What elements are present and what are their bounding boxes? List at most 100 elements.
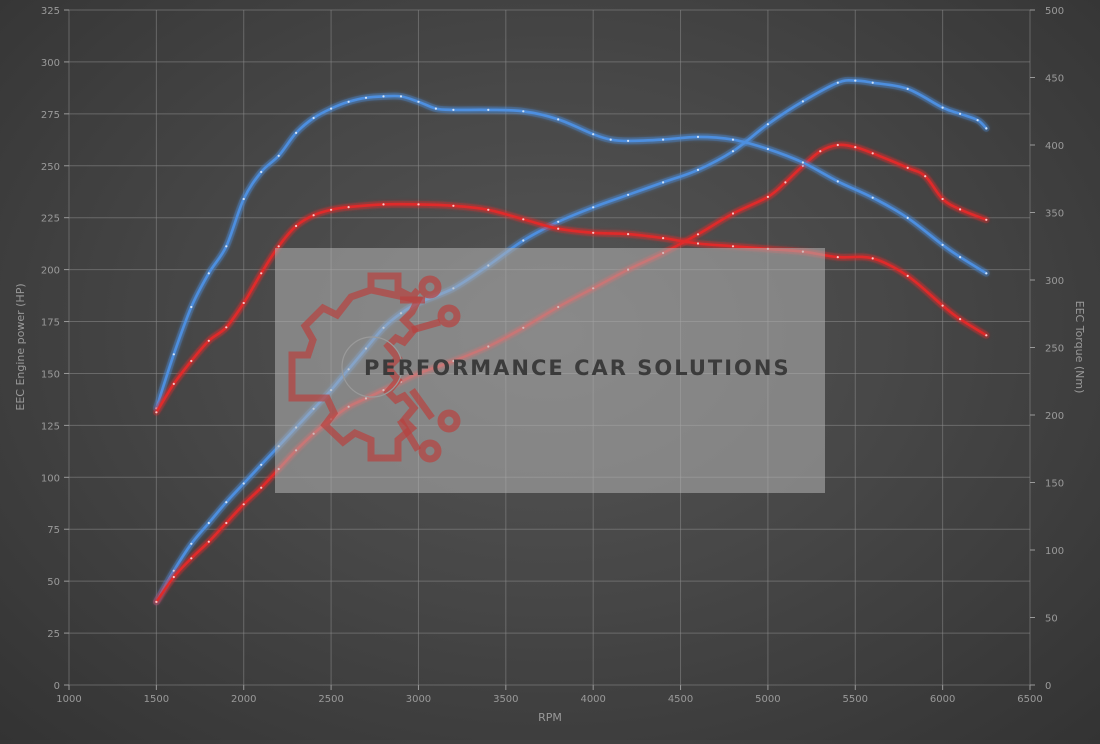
x-tick-label-5: 3500	[493, 694, 518, 705]
series-2-point-20	[557, 118, 560, 121]
series-2-point-21	[592, 133, 595, 136]
series-2-point-29	[836, 180, 839, 183]
y-left-tick-label-1: 25	[47, 629, 60, 640]
series-3-point-18	[592, 231, 595, 234]
series-0-point-31	[941, 106, 944, 109]
series-0-point-21	[627, 193, 630, 196]
y-left-tick-label-13: 325	[41, 6, 60, 17]
series-2-point-14	[399, 95, 403, 98]
series-2-point-30	[871, 196, 874, 199]
x-tick-label-6: 4000	[580, 694, 605, 705]
series-2-point-26	[731, 138, 735, 141]
x-axis-ticks: 1000 1500 2000 2500 3000 3500 4000 4500 5000 5500…	[56, 694, 1042, 705]
y-left-axis-ticks: 0 25 50 75 100 125 150 175 200 225 250 275 300 325	[41, 6, 60, 692]
series-3-point-7	[277, 245, 280, 248]
series-3-point-19	[627, 233, 630, 236]
series-3-point-12	[382, 203, 385, 206]
series-2-point-2	[190, 305, 193, 309]
series-3-point-20	[662, 237, 665, 240]
series-3-point-1	[172, 382, 175, 385]
series-1-point-28	[819, 150, 822, 153]
series-3-point-29	[959, 318, 962, 321]
y-left-tick-label-5: 125	[41, 421, 60, 432]
y-left-tick-label-2: 50	[47, 577, 60, 588]
series-0-point-4	[225, 501, 228, 504]
series-0-point-28	[854, 79, 857, 82]
series-3-point-30	[985, 334, 988, 337]
series-3-point-25	[836, 256, 839, 259]
series-3-point-27	[906, 274, 909, 277]
x-tick-label-0: 1000	[56, 694, 81, 705]
series-2-point-13	[382, 95, 385, 98]
series-3-point-8	[295, 224, 298, 228]
series-3-point-22	[731, 245, 735, 248]
series-0-point-22	[662, 181, 665, 184]
series-0-point-34	[985, 127, 988, 130]
watermark-ring	[341, 336, 403, 398]
series-0-point-24	[731, 150, 735, 153]
x-tick-label-9: 5500	[843, 694, 868, 705]
watermark: PERFORMANCE CAR SOLUTIONS	[275, 248, 825, 493]
series-2-point-28	[801, 161, 805, 164]
series-0-point-1	[172, 569, 175, 572]
series-2-point-9	[312, 116, 315, 120]
series-0-point-23	[696, 168, 700, 171]
y-right-tick-label-10: 500	[1045, 6, 1064, 17]
x-tick-label-1: 1500	[144, 694, 169, 705]
series-2-point-25	[696, 135, 700, 138]
x-tick-label-3: 2500	[318, 694, 343, 705]
series-2-point-0	[155, 407, 158, 410]
series-2-point-31	[906, 216, 909, 219]
series-3-point-2	[190, 359, 193, 363]
series-1-point-4	[225, 521, 228, 525]
y-right-axis-title: EEC Torque (Nm)	[1073, 301, 1086, 394]
series-3-point-21	[696, 242, 700, 245]
series-3-point-9	[312, 214, 315, 217]
y-left-axis-title: EEC Engine power (HP)	[14, 283, 27, 410]
series-lines	[152, 76, 990, 606]
series-0-point-32	[959, 112, 962, 115]
y-right-tick-label-8: 400	[1045, 141, 1064, 152]
y-right-tick-label-3: 150	[1045, 479, 1064, 490]
y-left-tick-label-11: 275	[41, 110, 60, 121]
y-left-tick-label-3: 75	[47, 525, 60, 536]
series-1-point-24	[731, 212, 735, 215]
y-right-tick-label-9: 450	[1045, 74, 1064, 85]
series-3-point-14	[452, 204, 455, 207]
series-2-point-11	[347, 100, 350, 103]
series-0-point-5	[242, 482, 245, 485]
y-right-tick-label-0: 0	[1045, 681, 1051, 692]
x-axis-title: RPM	[538, 711, 562, 724]
series-2-point-17	[452, 108, 455, 111]
y-right-tick-label-6: 300	[1045, 276, 1064, 287]
series-3-point-13	[417, 203, 420, 206]
series-2-point-34	[985, 272, 988, 275]
x-tick-label-8: 5000	[755, 694, 780, 705]
series-1-point-26	[784, 181, 787, 184]
series-3-point-4	[225, 326, 228, 329]
y-right-axis-ticks: 0 50 100 150 200 250 300 350 400 450 500	[1045, 6, 1064, 692]
series-3-point-0	[155, 411, 158, 414]
series-3-point-16	[522, 218, 525, 221]
watermark-gear-logo	[288, 272, 461, 463]
series-0-point-18	[522, 239, 525, 242]
series-1-point-32	[906, 166, 909, 169]
series-1-point-30	[854, 146, 857, 149]
series-2-point-24	[662, 138, 665, 141]
series-2-point-12	[364, 96, 368, 99]
series-1-point-3	[207, 540, 210, 543]
watermark-text: PERFORMANCE CAR SOLUTIONS	[364, 356, 791, 380]
series-0-point-30	[906, 87, 909, 90]
series-1-point-5	[242, 503, 245, 506]
series-2-point-10	[330, 107, 333, 110]
x-tick-label-7: 4500	[668, 694, 693, 705]
y-right-tick-label-2: 100	[1045, 546, 1064, 557]
series-3-point-6	[260, 272, 263, 275]
series-1-point-34	[941, 197, 944, 201]
series-1-point-35	[959, 208, 962, 211]
series-1-point-1	[172, 575, 175, 579]
series-1-point-0	[155, 600, 158, 604]
series-1-point-25	[766, 195, 770, 198]
series-2-point-15	[417, 100, 420, 103]
